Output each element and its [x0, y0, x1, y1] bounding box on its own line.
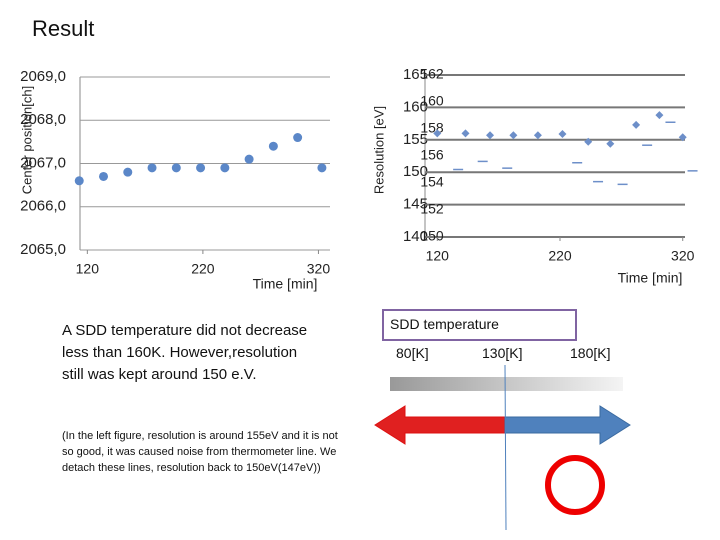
y-tick-label: 140 — [403, 228, 428, 245]
y-tick-label: 2065,0 — [20, 241, 66, 258]
point — [220, 163, 230, 173]
x-tick-label: 120 — [76, 261, 100, 277]
point — [533, 131, 542, 140]
x-tick-label: 220 — [191, 261, 215, 277]
temperature-bar — [390, 377, 623, 391]
point — [244, 154, 254, 164]
title: Result — [32, 16, 95, 41]
note-text: (In the left figure, resolution is aroun… — [62, 430, 338, 474]
y-tick-label: 155 — [403, 131, 428, 148]
point — [99, 171, 109, 181]
point — [486, 131, 495, 140]
point — [655, 111, 664, 120]
y-tick-label: 165 — [403, 66, 428, 83]
arrow-right — [504, 405, 631, 445]
y-tick-label: 2068,0 — [20, 111, 66, 128]
x-tick-label: 320 — [671, 248, 695, 264]
arrow-left — [374, 405, 506, 445]
point — [558, 129, 567, 138]
point — [268, 141, 278, 151]
x-tick-label: 320 — [307, 261, 331, 277]
point — [678, 133, 687, 142]
point — [74, 176, 84, 186]
legend-title: SDD temperature — [390, 316, 499, 332]
y2-tick-label: 152 — [420, 201, 444, 217]
point — [461, 129, 470, 138]
x-axis-label: Time [min] — [253, 276, 318, 292]
y-tick-label: 2066,0 — [20, 198, 66, 215]
y2-tick-label: 156 — [420, 147, 444, 163]
point — [509, 131, 518, 140]
y-axis-label: Resolution [eV] — [371, 106, 386, 194]
circle — [545, 455, 605, 515]
point — [196, 163, 206, 173]
y-tick-label: 2067,0 — [20, 154, 66, 171]
y-tick-label: 160 — [403, 98, 428, 115]
point — [317, 163, 327, 173]
point — [147, 163, 157, 173]
point — [171, 163, 181, 173]
y2-tick-label: 154 — [420, 174, 444, 190]
main-text: A SDD temperature did not decrease less … — [62, 322, 308, 383]
y-tick-label: 2069,0 — [20, 68, 66, 85]
point — [433, 129, 442, 138]
x-tick-label: 120 — [426, 248, 450, 264]
temp-label: 80[K] — [396, 345, 429, 361]
y2-tick-label: 160 — [420, 93, 444, 109]
point — [293, 133, 303, 143]
temp-label: 130[K] — [482, 345, 523, 361]
y-axis-label: Center position[ch] — [19, 86, 34, 194]
point — [123, 167, 133, 177]
y-tick-label: 145 — [403, 196, 428, 213]
y2-tick-label: 150 — [420, 228, 444, 244]
temp-label: 180[K] — [570, 345, 611, 361]
y-tick-label: 150 — [403, 163, 428, 180]
point — [584, 137, 593, 146]
x-axis-label: Time [min] — [618, 270, 683, 286]
legend-box — [382, 309, 577, 341]
x-tick-label: 220 — [548, 248, 572, 264]
point — [632, 120, 641, 129]
marker-line — [504, 364, 507, 531]
y2-tick-label: 162 — [420, 66, 444, 82]
point — [606, 139, 615, 148]
